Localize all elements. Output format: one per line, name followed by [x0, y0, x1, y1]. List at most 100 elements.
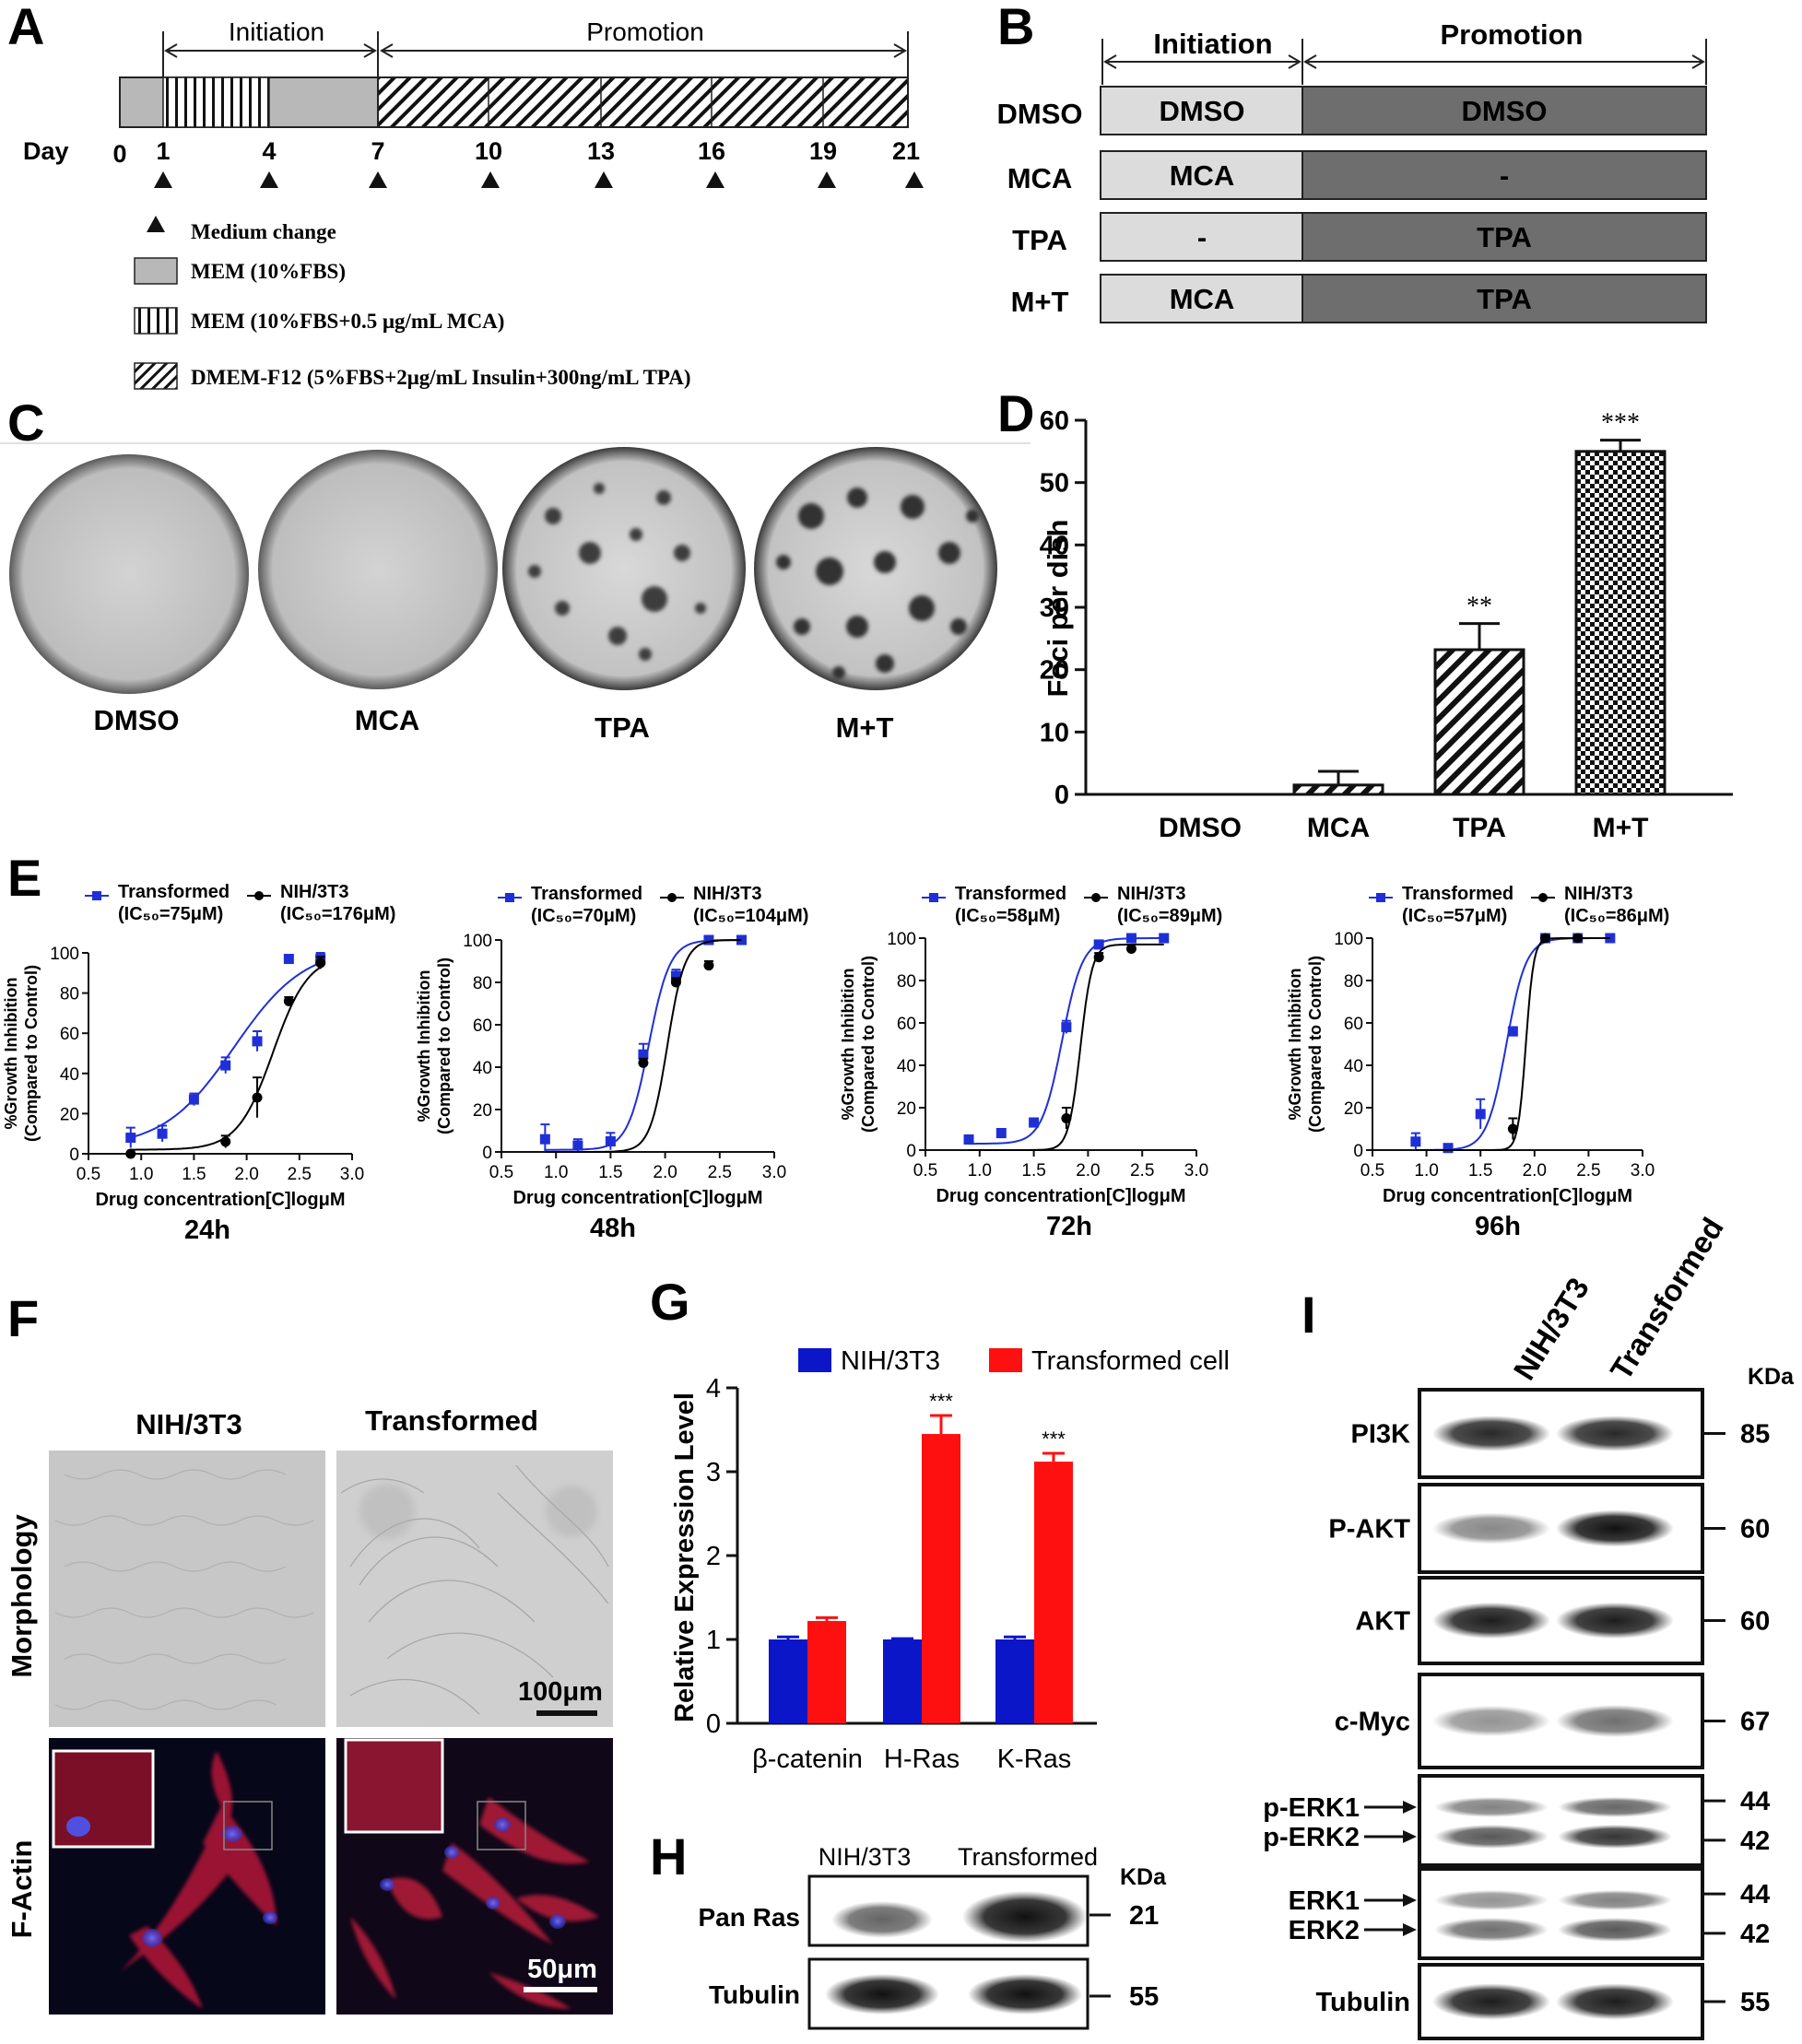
e-x-tick-label: 0.5	[77, 1165, 100, 1184]
e-y-tick-label: 0	[69, 1145, 79, 1165]
dish-dmso	[9, 454, 249, 694]
e-chart-24h: 0.5 1.0 1.5 2.0 2.5 3.0 0 20 40 60 80 100 Drug conce…	[2, 882, 395, 1245]
b-promotion-text: TPA	[1477, 283, 1532, 315]
e-legend-name: NIH/3T3	[1564, 884, 1632, 904]
f-col-nih3t3: NIH/3T3	[135, 1408, 241, 1440]
e-point-transformed	[1061, 1022, 1072, 1033]
e-y-axis-label-2: (Compared to Control)	[859, 956, 877, 1133]
band	[968, 1974, 1082, 2015]
d-significance: ***	[1601, 409, 1640, 438]
f-row-morphology: Morphology	[6, 1514, 38, 1678]
e-legend-marker	[929, 893, 938, 902]
e-point-transformed	[963, 1134, 974, 1145]
b-row: DMSO DMSO DMSO	[997, 86, 1707, 135]
g-bar-nih3t3	[769, 1639, 807, 1723]
i-band-label: AKT	[1355, 1607, 1410, 1637]
timeline-tpa-segment	[377, 76, 909, 128]
e-x-tick-label: 2.0	[234, 1165, 258, 1184]
e-fit-curve-nih3t3	[545, 939, 742, 1153]
b-row-label: MCA	[1007, 162, 1073, 194]
e-point-nih3t3	[220, 1136, 231, 1147]
legend-tpa: DMEM-F12 (5%FBS+2μg/mL Insulin+300ng/mL …	[191, 366, 691, 389]
e-x-tick-label: 2.5	[708, 1163, 732, 1182]
band	[1434, 1917, 1549, 1942]
d-y-tick-label: 50	[1040, 469, 1069, 499]
g-y-tick-label: 2	[706, 1542, 721, 1571]
day-19: 19	[809, 137, 837, 165]
e-legend-ic50: (IC₅₀=70μM)	[531, 906, 636, 926]
e-point-transformed	[605, 1136, 616, 1146]
b-promotion-text: TPA	[1477, 221, 1532, 253]
e-point-nih3t3	[125, 1148, 136, 1159]
legend-medium-change: Medium change	[191, 220, 336, 243]
timeline-dividers	[488, 77, 824, 127]
panel-letter-c: C	[7, 394, 44, 452]
i-band-label: p-ERK2	[1263, 1823, 1360, 1852]
d-x-tick-label: TPA	[1453, 813, 1506, 843]
e-y-tick-label: 80	[473, 974, 492, 993]
e-x-tick-label: 3.0	[1184, 1161, 1208, 1181]
day-7: 7	[371, 137, 384, 165]
e-legend-ic50: (IC₅₀=58μM)	[955, 906, 1060, 926]
e-y-tick-label: 0	[1353, 1142, 1363, 1161]
i-kda: 42	[1740, 1827, 1770, 1856]
band	[1432, 1602, 1550, 1639]
e-y-axis-label: %Growth Inhibition	[839, 969, 857, 1121]
band	[831, 1901, 933, 1938]
d-y-tick-label: 0	[1054, 781, 1069, 810]
b-promotion-text: -	[1500, 159, 1509, 192]
g-legend-label: NIH/3T3	[841, 1346, 940, 1376]
day-10: 10	[475, 137, 502, 165]
scale-bar-50um	[524, 1987, 597, 1992]
e-y-tick-label: 20	[60, 1105, 79, 1124]
medium-change-triangles	[154, 171, 924, 188]
i-kda: 85	[1740, 1420, 1770, 1450]
e-y-axis-label-2: (Compared to Control)	[1306, 956, 1325, 1133]
c-label-m-t: M+T	[836, 711, 894, 744]
dish	[258, 450, 498, 689]
g-y-axis-label: Relative Expression Level	[670, 1392, 700, 1722]
b-initiation-text: MCA	[1170, 283, 1235, 315]
e-point-transformed	[283, 954, 294, 965]
i-blot-c-myc: c-Myc 67	[1335, 1673, 1770, 1769]
i-kda: 60	[1740, 1515, 1770, 1545]
day-ticks: 0 1 4 7 10 13 16 19 21	[112, 137, 920, 168]
panel-i: I NIH/3T3 Transformed KDa PI3K 85P-AKT 60A…	[1263, 1212, 1795, 2040]
panel-letter-g: G	[650, 1273, 690, 1331]
dish	[502, 447, 746, 690]
panel-letter-h: H	[650, 1827, 687, 1885]
e-point-transformed	[1475, 1109, 1486, 1120]
e-point-transformed	[1605, 933, 1616, 944]
e-legend-name: NIH/3T3	[693, 884, 761, 904]
i-band-label: Tubulin	[1315, 1988, 1410, 2017]
day-label: Day	[23, 137, 69, 165]
e-point-transformed	[1159, 933, 1170, 944]
d-y-tick-label: 60	[1040, 406, 1069, 436]
d-y-axis-label: Foci per dish	[1042, 520, 1074, 698]
b-treatment-table: DMSO DMSO DMSO MCA MCA - TPA - TPA M+T MCA TPA	[997, 86, 1707, 323]
e-point-nih3t3	[1093, 952, 1104, 963]
b-row-label: M+T	[1011, 286, 1069, 318]
e-point-transformed	[703, 934, 714, 946]
e-y-tick-label: 60	[1344, 1015, 1363, 1034]
e-point-transformed	[1125, 933, 1137, 944]
g-legend-swatch	[989, 1348, 1022, 1372]
dish	[9, 454, 249, 694]
day-1: 1	[156, 137, 170, 165]
e-point-transformed	[995, 1128, 1007, 1139]
band	[1434, 1796, 1549, 1817]
day-4: 4	[262, 137, 276, 165]
i-band-label: PI3K	[1351, 1420, 1411, 1450]
i-kda: 60	[1740, 1607, 1770, 1637]
dose-response-charts: 0.5 1.0 1.5 2.0 2.5 3.0 0 20 40 60 80 100 Drug conce…	[2, 882, 1669, 1245]
e-point-transformed	[1507, 1026, 1518, 1037]
e-x-tick-label: 3.0	[762, 1163, 786, 1182]
dish-tpa	[502, 447, 746, 690]
e-y-tick-label: 0	[906, 1142, 916, 1161]
g-legend-swatch	[798, 1348, 831, 1372]
e-legend-marker	[1091, 893, 1101, 902]
g-bar-transformed	[922, 1434, 960, 1723]
g-y-tick-label: 4	[706, 1374, 721, 1404]
i-blot-akt: AKT 60	[1355, 1576, 1770, 1665]
